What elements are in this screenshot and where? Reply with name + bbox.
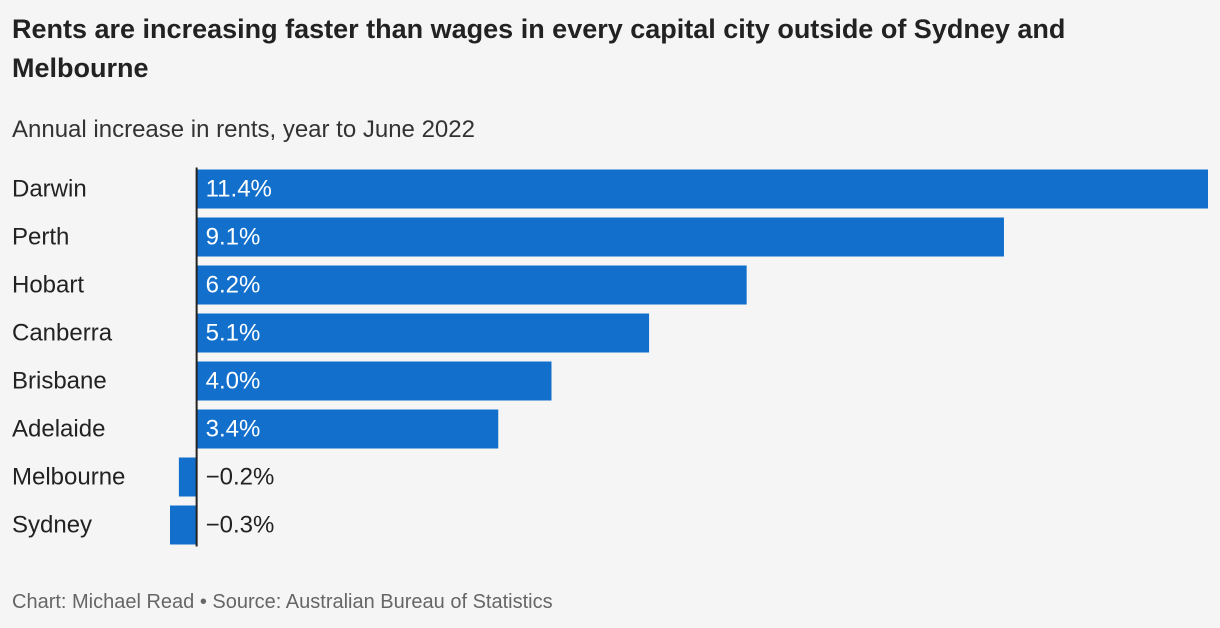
value-label-adelaide: 3.4%: [206, 416, 261, 443]
category-label-melbourne: Melbourne: [12, 464, 125, 491]
bar-canberra: [196, 313, 650, 353]
category-label-sydney: Sydney: [12, 512, 92, 539]
value-label-hobart: 6.2%: [206, 272, 261, 299]
bar-adelaide: [196, 409, 499, 449]
value-label-brisbane: 4.0%: [206, 368, 261, 395]
chart-footer-credit: Chart: Michael Read • Source: Australian…: [12, 591, 553, 613]
category-label-adelaide: Adelaide: [12, 416, 105, 443]
category-label-canberra: Canberra: [12, 320, 113, 347]
bar-melbourne: [178, 457, 197, 497]
value-label-melbourne: −0.2%: [206, 464, 275, 491]
bar-darwin: [196, 169, 1209, 209]
value-label-canberra: 5.1%: [206, 320, 261, 347]
chart-subtitle: Annual increase in rents, year to June 2…: [12, 116, 475, 143]
bar-perth: [196, 217, 1004, 257]
category-label-perth: Perth: [12, 224, 69, 251]
bar-sydney: [170, 505, 197, 545]
value-label-sydney: −0.3%: [206, 512, 275, 539]
category-label-brisbane: Brisbane: [12, 368, 107, 395]
value-label-perth: 9.1%: [206, 224, 261, 251]
category-label-hobart: Hobart: [12, 272, 84, 299]
chart-title: Rents are increasing faster than wages i…: [12, 14, 1066, 83]
value-label-darwin: 11.4%: [206, 176, 272, 203]
category-label-darwin: Darwin: [12, 176, 87, 203]
bar-hobart: [196, 265, 747, 305]
labels-layer: Darwin 11.4% Perth 9.1% Hobart 6.2% Canberra 5.…: [12, 176, 274, 539]
bar-brisbane: [196, 361, 552, 401]
bars-layer: [170, 169, 1209, 545]
